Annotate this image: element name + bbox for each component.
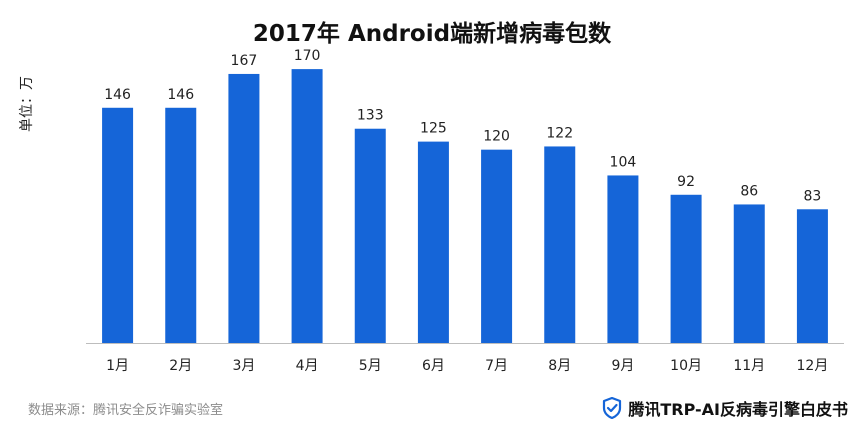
- bar: [354, 128, 386, 343]
- bar: [607, 175, 639, 343]
- bar: [796, 209, 828, 343]
- data-label: 92: [677, 174, 695, 190]
- data-label: 83: [804, 188, 822, 204]
- data-label: 104: [610, 154, 637, 170]
- bar: [417, 141, 449, 343]
- data-label: 120: [483, 129, 510, 145]
- x-tick-label: 5月: [359, 358, 382, 374]
- x-tick-label: 11月: [733, 358, 765, 374]
- data-label: 125: [420, 121, 447, 137]
- bar: [733, 204, 765, 343]
- x-tick-label: 6月: [422, 358, 445, 374]
- shield-check-icon: [603, 397, 622, 419]
- bar: [481, 149, 513, 343]
- x-tick-label: 9月: [611, 358, 634, 374]
- brand-name: 腾讯TRP-AI反病毒引擎白皮书: [628, 400, 848, 419]
- data-label: 146: [104, 87, 131, 103]
- data-label: 170: [294, 48, 321, 64]
- data-source-note: 数据来源：腾讯安全反诈骗实验室: [28, 403, 224, 418]
- data-label: 146: [167, 87, 194, 103]
- bar: [165, 107, 197, 344]
- chart-title: 2017年 Android端新增病毒包数: [252, 21, 612, 47]
- data-label: 122: [546, 125, 573, 141]
- bar: [544, 146, 576, 343]
- x-tick-label: 8月: [548, 358, 571, 374]
- x-tick-label: 12月: [797, 358, 829, 374]
- data-label: 86: [740, 183, 758, 199]
- bar: [228, 73, 260, 343]
- data-label: 167: [231, 53, 258, 69]
- x-tick-label: 1月: [106, 358, 129, 374]
- bar: [670, 194, 702, 343]
- bar: [102, 107, 134, 344]
- x-tick-label: 3月: [232, 358, 255, 374]
- data-label: 133: [357, 108, 384, 124]
- x-tick-label: 7月: [485, 358, 508, 374]
- brand-footer: 腾讯TRP-AI反病毒引擎白皮书: [602, 396, 848, 420]
- x-tick-label: 2月: [169, 358, 192, 374]
- bar: [291, 69, 323, 343]
- x-tick-label: 4月: [296, 358, 319, 374]
- x-tick-label: 10月: [670, 358, 702, 374]
